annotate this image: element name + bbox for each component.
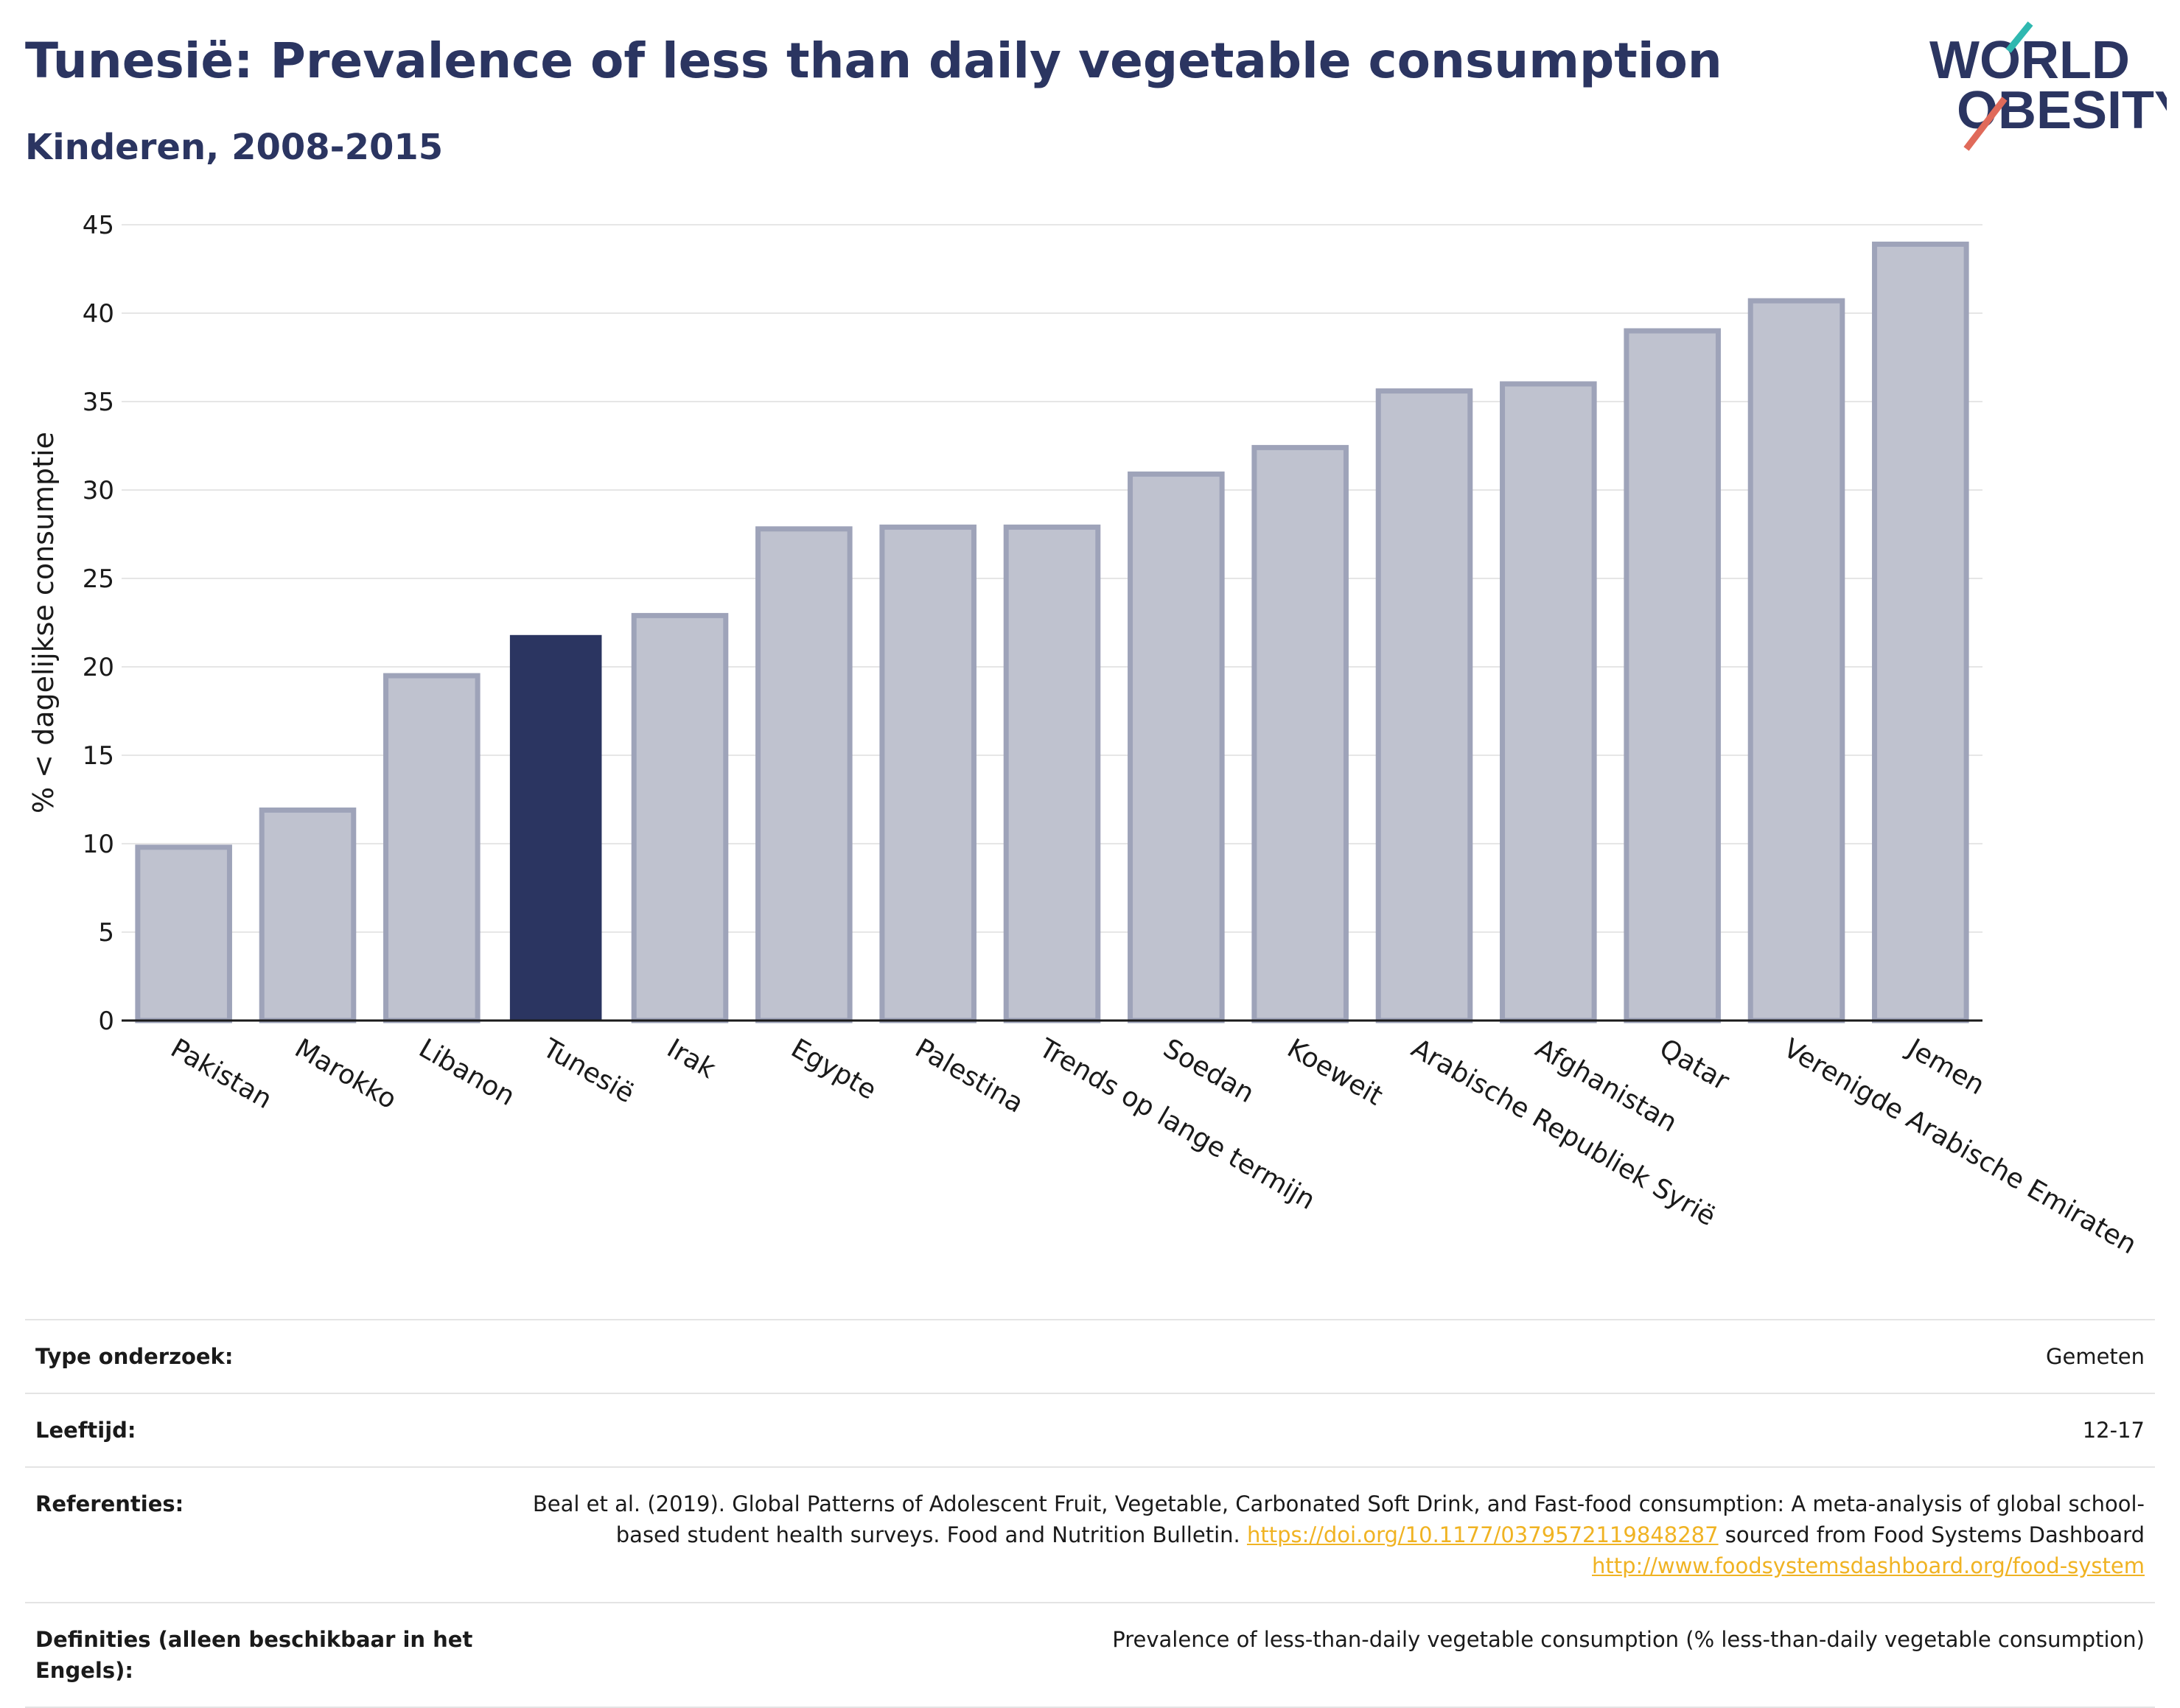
bar-chart: 0 5 10 15 20 25 30 35 40 45 Pakistan Marokko Libano… <box>27 211 2142 1260</box>
definitions-value: Prevalence of less-than-daily vegetable … <box>1112 1627 2145 1652</box>
table-row: Type onderzoek: Gemeten <box>25 1320 2155 1393</box>
logo-line-1: WORLD <box>1929 31 2130 90</box>
y-axis-ticks: 0 5 10 15 20 25 30 35 40 45 <box>83 211 114 1036</box>
bar <box>259 807 357 1023</box>
doi-link[interactable]: https://doi.org/10.1177/0379572119848287 <box>1246 1522 1719 1547</box>
x-tick-label: Qatar <box>1655 1033 1734 1096</box>
definitions-label: Definities (alleen beschikbaar in het En… <box>35 1627 473 1683</box>
y-axis-label: % < dagelijkse consumptie <box>27 432 60 813</box>
y-tick-label: 15 <box>83 741 114 771</box>
x-tick-label: Marokko <box>290 1033 402 1115</box>
bars <box>135 241 1969 1023</box>
y-tick-label: 5 <box>98 918 114 948</box>
references-value: Beal et al. (2019). Global Patterns of A… <box>503 1467 2155 1603</box>
bar <box>135 844 232 1023</box>
x-tick-label: Jemen <box>1901 1032 1990 1101</box>
dashboard-link[interactable]: http://www.foodsystemsdashboard.org/food… <box>1592 1553 2145 1578</box>
bar <box>631 612 729 1023</box>
y-tick-label: 35 <box>83 388 114 417</box>
reference-source: sourced from Food Systems Dashboard <box>1725 1522 2145 1547</box>
bar <box>383 673 481 1023</box>
bar <box>509 634 602 1021</box>
bar <box>1375 388 1473 1023</box>
x-tick-label: Pakistan <box>166 1033 277 1115</box>
logo-slash-red <box>1963 97 2008 151</box>
references-label: Referenties: <box>35 1491 184 1516</box>
x-tick-label: Tunesië <box>537 1033 639 1110</box>
age-value: 12-17 <box>2082 1418 2145 1443</box>
logo-line-2: OBESITY <box>1957 81 2167 140</box>
chart-title: Tunesië: Prevalence of less than daily v… <box>25 32 1722 89</box>
bar <box>1872 241 1969 1023</box>
info-table: Type onderzoek: Gemeten Leeftijd: 12-17 … <box>25 1319 2155 1708</box>
x-tick-label: Soedan <box>1158 1033 1259 1109</box>
y-tick-label: 25 <box>83 564 114 594</box>
reference-text: Beal et al. (2019). Global Patterns of A… <box>532 1491 2145 1547</box>
logo-slash-teal <box>2005 21 2033 53</box>
x-tick-label: Egypte <box>786 1033 881 1106</box>
table-row: Referenties: Beal et al. (2019). Global … <box>25 1467 2155 1603</box>
type-label: Type onderzoek: <box>35 1344 234 1369</box>
bar <box>1624 328 1721 1023</box>
x-tick-label: Palestina <box>910 1033 1029 1119</box>
y-tick-label: 20 <box>83 653 114 682</box>
bar <box>1747 298 1845 1023</box>
x-tick-label: Irak <box>662 1033 721 1085</box>
y-tick-label: 45 <box>83 211 114 240</box>
y-tick-label: 40 <box>83 299 114 329</box>
x-tick-label: Libanon <box>413 1033 520 1112</box>
x-axis-ticks: Pakistan Marokko Libanon Tunesië Irak Egypte P… <box>166 1032 2142 1260</box>
y-tick-label: 10 <box>83 830 114 859</box>
y-tick-label: 0 <box>98 1007 114 1036</box>
bar <box>879 524 977 1023</box>
bar <box>1128 471 1225 1023</box>
bar <box>1003 524 1101 1023</box>
bar <box>1251 444 1349 1023</box>
age-label: Leeftijd: <box>35 1418 136 1443</box>
x-tick-label: Koeweit <box>1282 1033 1388 1111</box>
bar <box>755 526 853 1023</box>
world-obesity-logo: WORLD OBESITY <box>1929 21 2167 151</box>
type-value: Gemeten <box>2046 1344 2145 1369</box>
table-row: Leeftijd: 12-17 <box>25 1393 2155 1467</box>
y-tick-label: 30 <box>83 476 114 505</box>
bar <box>1500 381 1597 1023</box>
table-row: Definities (alleen beschikbaar in het En… <box>25 1603 2155 1707</box>
chart-subtitle: Kinderen, 2008-2015 <box>25 127 444 168</box>
